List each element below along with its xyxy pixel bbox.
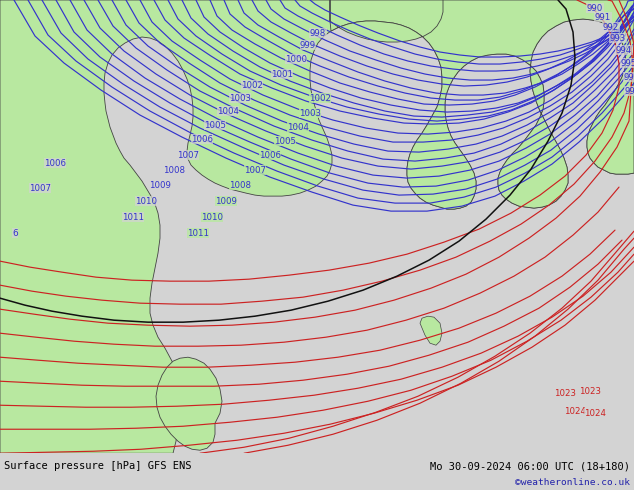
Text: 1011: 1011 — [187, 229, 209, 238]
Text: 998: 998 — [310, 28, 326, 38]
Polygon shape — [156, 357, 222, 450]
Text: 1009: 1009 — [149, 181, 171, 190]
Text: 994: 994 — [616, 46, 632, 54]
Text: 995: 995 — [621, 58, 634, 68]
Text: 1005: 1005 — [274, 137, 296, 146]
Text: 1007: 1007 — [177, 150, 199, 160]
Text: 1023: 1023 — [579, 387, 601, 396]
Text: 1004: 1004 — [217, 106, 239, 116]
Text: 1003: 1003 — [299, 109, 321, 118]
Text: 991: 991 — [595, 13, 611, 22]
Text: 1011: 1011 — [122, 213, 144, 221]
Text: 1002: 1002 — [241, 80, 263, 90]
Text: 1024: 1024 — [584, 409, 606, 418]
Text: 1000: 1000 — [285, 54, 307, 64]
Text: 1008: 1008 — [229, 181, 251, 190]
Text: ©weatheronline.co.uk: ©weatheronline.co.uk — [515, 478, 630, 487]
Text: 1004: 1004 — [287, 122, 309, 132]
Text: 1009: 1009 — [215, 196, 237, 206]
Text: 1005: 1005 — [204, 121, 226, 129]
Text: 996: 996 — [624, 73, 634, 81]
Text: Surface pressure [hPa] GFS ENS: Surface pressure [hPa] GFS ENS — [4, 461, 191, 471]
Text: 1007: 1007 — [29, 184, 51, 193]
Text: 6: 6 — [12, 229, 18, 238]
Text: 1024: 1024 — [564, 407, 586, 416]
Text: 992: 992 — [603, 23, 619, 31]
Text: 999: 999 — [300, 41, 316, 49]
Text: 1007: 1007 — [244, 166, 266, 174]
Polygon shape — [0, 0, 634, 453]
Text: 1006: 1006 — [259, 150, 281, 160]
Text: 1006: 1006 — [191, 135, 213, 144]
Polygon shape — [330, 0, 634, 209]
Text: 1002: 1002 — [309, 94, 331, 102]
Text: 1008: 1008 — [163, 166, 185, 174]
Text: 997: 997 — [625, 87, 634, 96]
Text: 1023: 1023 — [554, 389, 576, 398]
Text: 993: 993 — [610, 33, 626, 43]
Text: 990: 990 — [587, 3, 603, 13]
Polygon shape — [420, 316, 442, 345]
Text: 1010: 1010 — [135, 196, 157, 206]
Text: 1010: 1010 — [201, 213, 223, 221]
Text: 1001: 1001 — [271, 70, 293, 78]
Text: Mo 30-09-2024 06:00 UTC (18+180): Mo 30-09-2024 06:00 UTC (18+180) — [430, 461, 630, 471]
Text: 1006: 1006 — [44, 159, 66, 168]
Text: 1003: 1003 — [229, 94, 251, 102]
